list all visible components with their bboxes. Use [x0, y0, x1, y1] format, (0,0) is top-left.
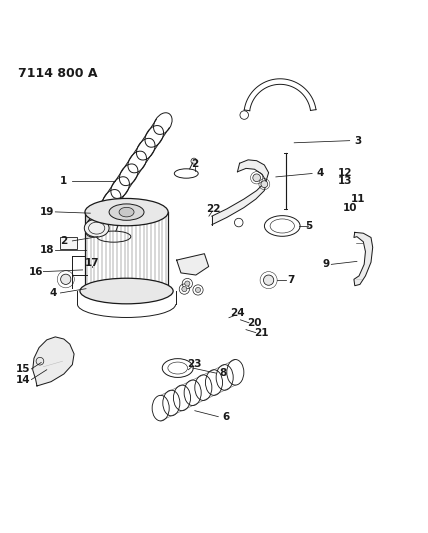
Ellipse shape — [84, 219, 109, 237]
Circle shape — [182, 287, 187, 292]
Circle shape — [185, 281, 190, 286]
Text: 7114 800 A: 7114 800 A — [18, 67, 97, 80]
Text: 23: 23 — [187, 359, 202, 369]
Circle shape — [36, 357, 44, 365]
Polygon shape — [177, 254, 209, 275]
Ellipse shape — [119, 207, 134, 217]
Text: 9: 9 — [322, 260, 329, 269]
Circle shape — [253, 174, 261, 182]
Polygon shape — [212, 160, 269, 225]
Circle shape — [196, 287, 201, 293]
Text: 16: 16 — [28, 266, 43, 277]
Ellipse shape — [85, 198, 168, 226]
FancyBboxPatch shape — [60, 238, 77, 249]
Circle shape — [61, 274, 71, 285]
Text: 13: 13 — [338, 176, 353, 186]
Text: 4: 4 — [49, 288, 56, 298]
Text: 15: 15 — [16, 364, 30, 374]
Text: 18: 18 — [39, 245, 54, 255]
Circle shape — [264, 275, 274, 285]
Text: 2: 2 — [191, 159, 199, 169]
Ellipse shape — [80, 278, 173, 304]
Text: 12: 12 — [338, 168, 353, 179]
Text: 11: 11 — [351, 194, 366, 204]
Text: 24: 24 — [230, 309, 245, 318]
Text: 14: 14 — [15, 375, 30, 384]
Text: 10: 10 — [342, 203, 357, 213]
Text: 20: 20 — [247, 318, 262, 328]
Text: 17: 17 — [85, 258, 100, 268]
Ellipse shape — [109, 204, 144, 220]
Circle shape — [117, 219, 124, 225]
Text: 2: 2 — [60, 236, 68, 246]
Text: 19: 19 — [39, 207, 54, 217]
Text: 21: 21 — [255, 328, 269, 337]
Text: 22: 22 — [206, 204, 220, 214]
Polygon shape — [33, 337, 74, 386]
Text: 8: 8 — [220, 368, 227, 378]
Text: 3: 3 — [354, 136, 362, 146]
Text: 7: 7 — [287, 275, 294, 285]
Circle shape — [191, 158, 197, 164]
Circle shape — [261, 181, 268, 188]
Text: 4: 4 — [317, 168, 324, 179]
Polygon shape — [354, 232, 373, 286]
Text: 5: 5 — [305, 221, 312, 231]
Text: 6: 6 — [222, 411, 229, 422]
Text: 1: 1 — [60, 176, 68, 186]
